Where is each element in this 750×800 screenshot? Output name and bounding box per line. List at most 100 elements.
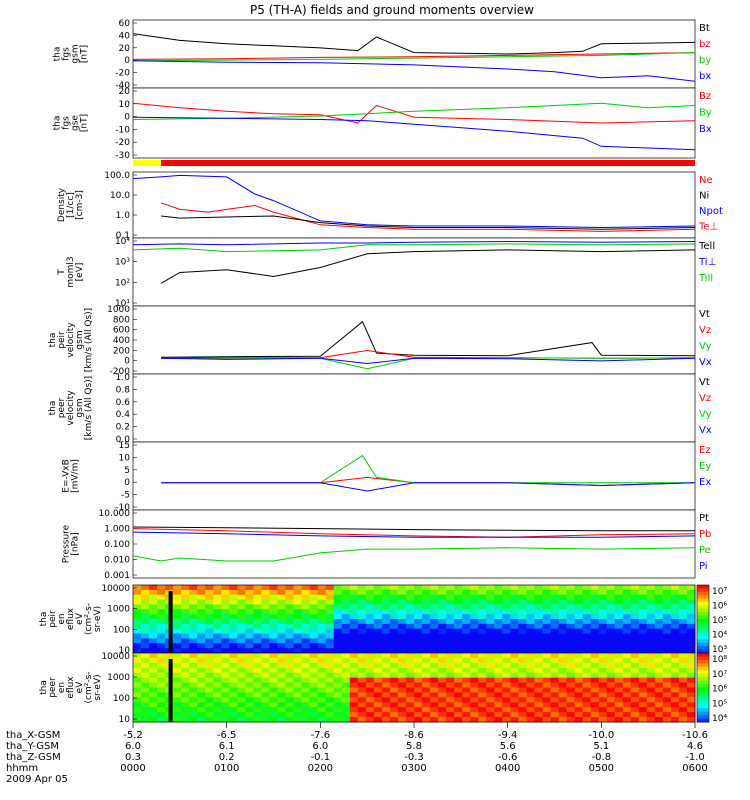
spectrogram-cell [221,697,230,703]
spectrogram-cell [341,682,351,688]
spectrogram-cell [133,707,142,713]
spectrogram-cell [229,648,238,654]
spectrogram-cell [245,638,254,644]
spectrogram-cell [237,662,246,669]
spectrogram-cell [670,599,680,605]
spectrogram-cell [173,712,182,718]
spectrogram-cell [470,614,479,620]
spectrogram-cell [454,697,463,703]
spectrogram-cell [133,633,142,639]
spectrogram-cell [373,717,383,723]
spectrogram-cell [614,667,624,674]
spectrogram-cell [646,614,656,620]
spectrogram-cell [269,697,279,703]
spectrogram-cell [686,594,696,601]
legend-Pe: Pe [699,545,711,556]
spectrogram-cell [149,633,158,639]
colorbar-step [697,598,709,603]
spectrogram-cell [462,717,471,723]
spectrogram-cell [213,667,222,674]
spectrogram-cell [397,585,407,591]
spectrogram-cell [622,667,632,674]
spectrogram-cell [686,682,696,688]
spectrogram-cell [542,619,551,625]
spectrogram-cell [654,672,664,679]
spectrogram-cell [614,653,624,659]
spectrogram-cell [590,702,600,708]
spectrogram-cell [141,672,150,679]
spectrogram-cell [446,589,455,596]
spectrogram-cell [654,653,664,659]
spectrogram-cell [253,687,262,693]
spectrogram-cell [165,653,174,659]
spectrogram-peir_spec [133,585,696,654]
spectrogram-cell [526,672,535,679]
spectrogram-cell [229,657,238,664]
spectrogram-cell [357,712,367,718]
spectrogram-cell [638,677,648,684]
spectrogram-cell [470,682,479,688]
colorbar-tick-label: 10⁶ [712,602,727,612]
spectrogram-cell [237,677,246,684]
spectrogram-cell [478,687,487,693]
spectrogram-cell [405,628,415,635]
spectrogram-cell [542,717,551,723]
spectrogram-cell [542,638,551,644]
spectrogram-cell [486,687,495,693]
spectrogram-cell [662,677,672,684]
spectrogram-cell [470,648,479,654]
spectrogram-cell [686,687,696,693]
spectrogram-cell [277,628,287,635]
spectrogram-cell [526,657,535,664]
spectrogram-cell [446,648,455,654]
spectrogram-cell [566,589,576,596]
spectrogram-cell [550,628,560,635]
spectrogram-cell [662,672,672,679]
colorbar-step [697,687,709,692]
spectrogram-cell [622,589,632,596]
spectrogram-cell [181,628,190,635]
plot-area [133,172,695,238]
spectrogram-cell [566,604,576,610]
spectrogram-cell [630,707,640,713]
spectrogram-cell [189,614,198,620]
spectrogram-cell [245,628,254,635]
spectrogram-cell [686,623,696,630]
spectrogram-cell [189,633,198,639]
spectrogram-cell [630,682,640,688]
spectrogram-cell [494,712,503,718]
spectrogram-cell [261,692,270,698]
spectrogram-cell [598,672,608,679]
spectrogram-cell [181,614,190,620]
spectrogram-cell [309,585,319,591]
spectrogram-cell [173,604,182,610]
spectrogram-cell [422,717,431,723]
spectrogram-cell [574,599,584,605]
spectrogram-cell [237,667,246,674]
spectrogram-cell [478,697,487,703]
spectrogram-cell [325,643,335,649]
spectrogram-cell [550,717,560,723]
spectrogram-cell [365,682,375,688]
spectrogram-cell [494,585,503,591]
spectrogram-cell [149,609,158,615]
spectrogram-cell [333,628,343,635]
spectrogram-cell [285,594,295,601]
spectrogram-cell [317,687,327,693]
spectrogram-cell [534,589,543,596]
spectrogram-cell [277,604,287,610]
spectrogram-cell [590,609,600,615]
spectrogram-cell [397,657,407,664]
spectrogram-cell [606,672,616,679]
spectrogram-cell [518,614,527,620]
legend-Ez: Ez [699,445,711,456]
spectrogram-cell [309,692,319,698]
y-axis-label: thapeirvelocitygsm[km/s (All Qs)] [48,308,94,372]
spectrogram-cell [622,702,632,708]
spectrogram-cell [630,657,640,664]
spectrogram-cell [582,682,592,688]
spectrogram-cell [189,653,198,659]
spectrogram-cell [293,653,303,659]
spectrogram-cell [349,682,359,688]
spectrogram-cell [622,628,632,635]
